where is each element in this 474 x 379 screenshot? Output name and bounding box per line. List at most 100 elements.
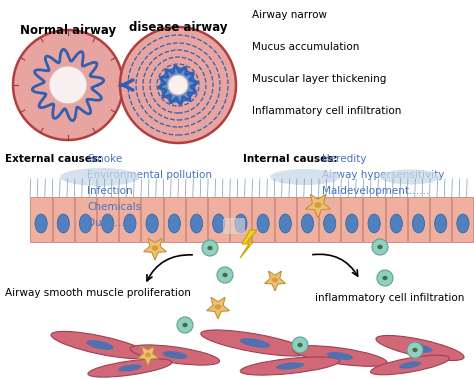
FancyBboxPatch shape: [30, 197, 52, 242]
Ellipse shape: [412, 348, 418, 352]
Ellipse shape: [35, 214, 47, 233]
FancyBboxPatch shape: [119, 197, 140, 242]
Polygon shape: [306, 194, 330, 218]
Ellipse shape: [390, 214, 402, 233]
Polygon shape: [264, 271, 285, 291]
Ellipse shape: [457, 214, 469, 233]
Ellipse shape: [182, 323, 188, 327]
FancyBboxPatch shape: [275, 197, 296, 242]
Circle shape: [177, 317, 193, 333]
Ellipse shape: [124, 214, 136, 233]
Text: disease airway: disease airway: [129, 21, 227, 34]
FancyBboxPatch shape: [341, 197, 363, 242]
FancyBboxPatch shape: [75, 197, 96, 242]
Circle shape: [202, 240, 218, 256]
Ellipse shape: [293, 346, 387, 366]
Circle shape: [168, 75, 188, 95]
Text: Dust......: Dust......: [87, 218, 131, 228]
Ellipse shape: [314, 202, 321, 208]
Ellipse shape: [276, 362, 304, 370]
Ellipse shape: [86, 340, 114, 350]
Ellipse shape: [301, 214, 314, 233]
FancyBboxPatch shape: [230, 197, 252, 242]
Ellipse shape: [371, 355, 449, 375]
Polygon shape: [240, 230, 257, 258]
Ellipse shape: [191, 214, 202, 233]
Ellipse shape: [408, 343, 432, 352]
Ellipse shape: [101, 214, 114, 233]
Ellipse shape: [201, 330, 309, 356]
Text: Environmental pollution: Environmental pollution: [87, 170, 212, 180]
Ellipse shape: [383, 276, 388, 280]
Ellipse shape: [297, 343, 302, 347]
Text: Muscular layer thickening: Muscular layer thickening: [252, 74, 386, 84]
Ellipse shape: [88, 359, 172, 377]
FancyBboxPatch shape: [223, 218, 245, 234]
Ellipse shape: [377, 245, 383, 249]
FancyBboxPatch shape: [142, 197, 163, 242]
Ellipse shape: [412, 214, 425, 233]
Ellipse shape: [346, 214, 358, 233]
FancyBboxPatch shape: [208, 197, 229, 242]
Ellipse shape: [168, 214, 181, 233]
Text: Smoke: Smoke: [87, 154, 122, 164]
FancyBboxPatch shape: [53, 197, 74, 242]
Ellipse shape: [51, 331, 149, 359]
Text: External causes:: External causes:: [5, 154, 102, 164]
FancyBboxPatch shape: [430, 197, 451, 242]
Circle shape: [13, 30, 123, 140]
Circle shape: [120, 27, 236, 143]
Text: Infection: Infection: [87, 186, 133, 196]
Text: Normal airway: Normal airway: [20, 24, 116, 37]
Ellipse shape: [399, 361, 421, 369]
Ellipse shape: [435, 214, 447, 233]
Ellipse shape: [279, 214, 292, 233]
Text: Internal causes:: Internal causes:: [243, 154, 337, 164]
Text: Airway narrow: Airway narrow: [252, 10, 327, 20]
Ellipse shape: [272, 277, 278, 282]
Ellipse shape: [240, 357, 340, 375]
FancyBboxPatch shape: [297, 197, 318, 242]
Ellipse shape: [324, 214, 336, 233]
Ellipse shape: [152, 245, 158, 251]
Text: Mucus accumulation: Mucus accumulation: [252, 42, 359, 52]
Polygon shape: [144, 238, 166, 260]
Ellipse shape: [240, 338, 270, 348]
Text: Airway smooth muscle proliferation: Airway smooth muscle proliferation: [5, 288, 191, 298]
FancyBboxPatch shape: [97, 197, 118, 242]
Ellipse shape: [222, 273, 228, 277]
Ellipse shape: [235, 214, 247, 233]
Ellipse shape: [208, 246, 213, 250]
Circle shape: [407, 342, 423, 358]
Ellipse shape: [257, 214, 269, 233]
Ellipse shape: [79, 214, 91, 233]
Ellipse shape: [57, 214, 69, 233]
FancyBboxPatch shape: [452, 197, 474, 242]
Ellipse shape: [380, 169, 440, 185]
FancyBboxPatch shape: [319, 197, 340, 242]
Ellipse shape: [146, 214, 158, 233]
Circle shape: [161, 68, 195, 102]
FancyBboxPatch shape: [186, 197, 207, 242]
Polygon shape: [207, 297, 229, 319]
Circle shape: [372, 239, 388, 255]
Circle shape: [49, 66, 87, 104]
Ellipse shape: [213, 214, 225, 233]
Text: Chemicals: Chemicals: [87, 202, 141, 212]
Text: Maldevelopment......: Maldevelopment......: [322, 186, 429, 196]
Text: Inflammatory cell infiltration: Inflammatory cell infiltration: [252, 106, 401, 116]
Ellipse shape: [215, 304, 221, 310]
FancyBboxPatch shape: [386, 197, 407, 242]
Ellipse shape: [368, 214, 380, 233]
Circle shape: [377, 270, 393, 286]
Ellipse shape: [60, 168, 140, 186]
Ellipse shape: [376, 335, 464, 360]
Ellipse shape: [270, 169, 340, 185]
FancyBboxPatch shape: [253, 197, 273, 242]
FancyBboxPatch shape: [408, 197, 429, 242]
Text: inflammatory cell infiltration: inflammatory cell infiltration: [315, 293, 465, 303]
FancyBboxPatch shape: [364, 197, 385, 242]
FancyBboxPatch shape: [164, 197, 185, 242]
Text: Airway hypersensitivity: Airway hypersensitivity: [322, 170, 444, 180]
Polygon shape: [137, 346, 158, 366]
